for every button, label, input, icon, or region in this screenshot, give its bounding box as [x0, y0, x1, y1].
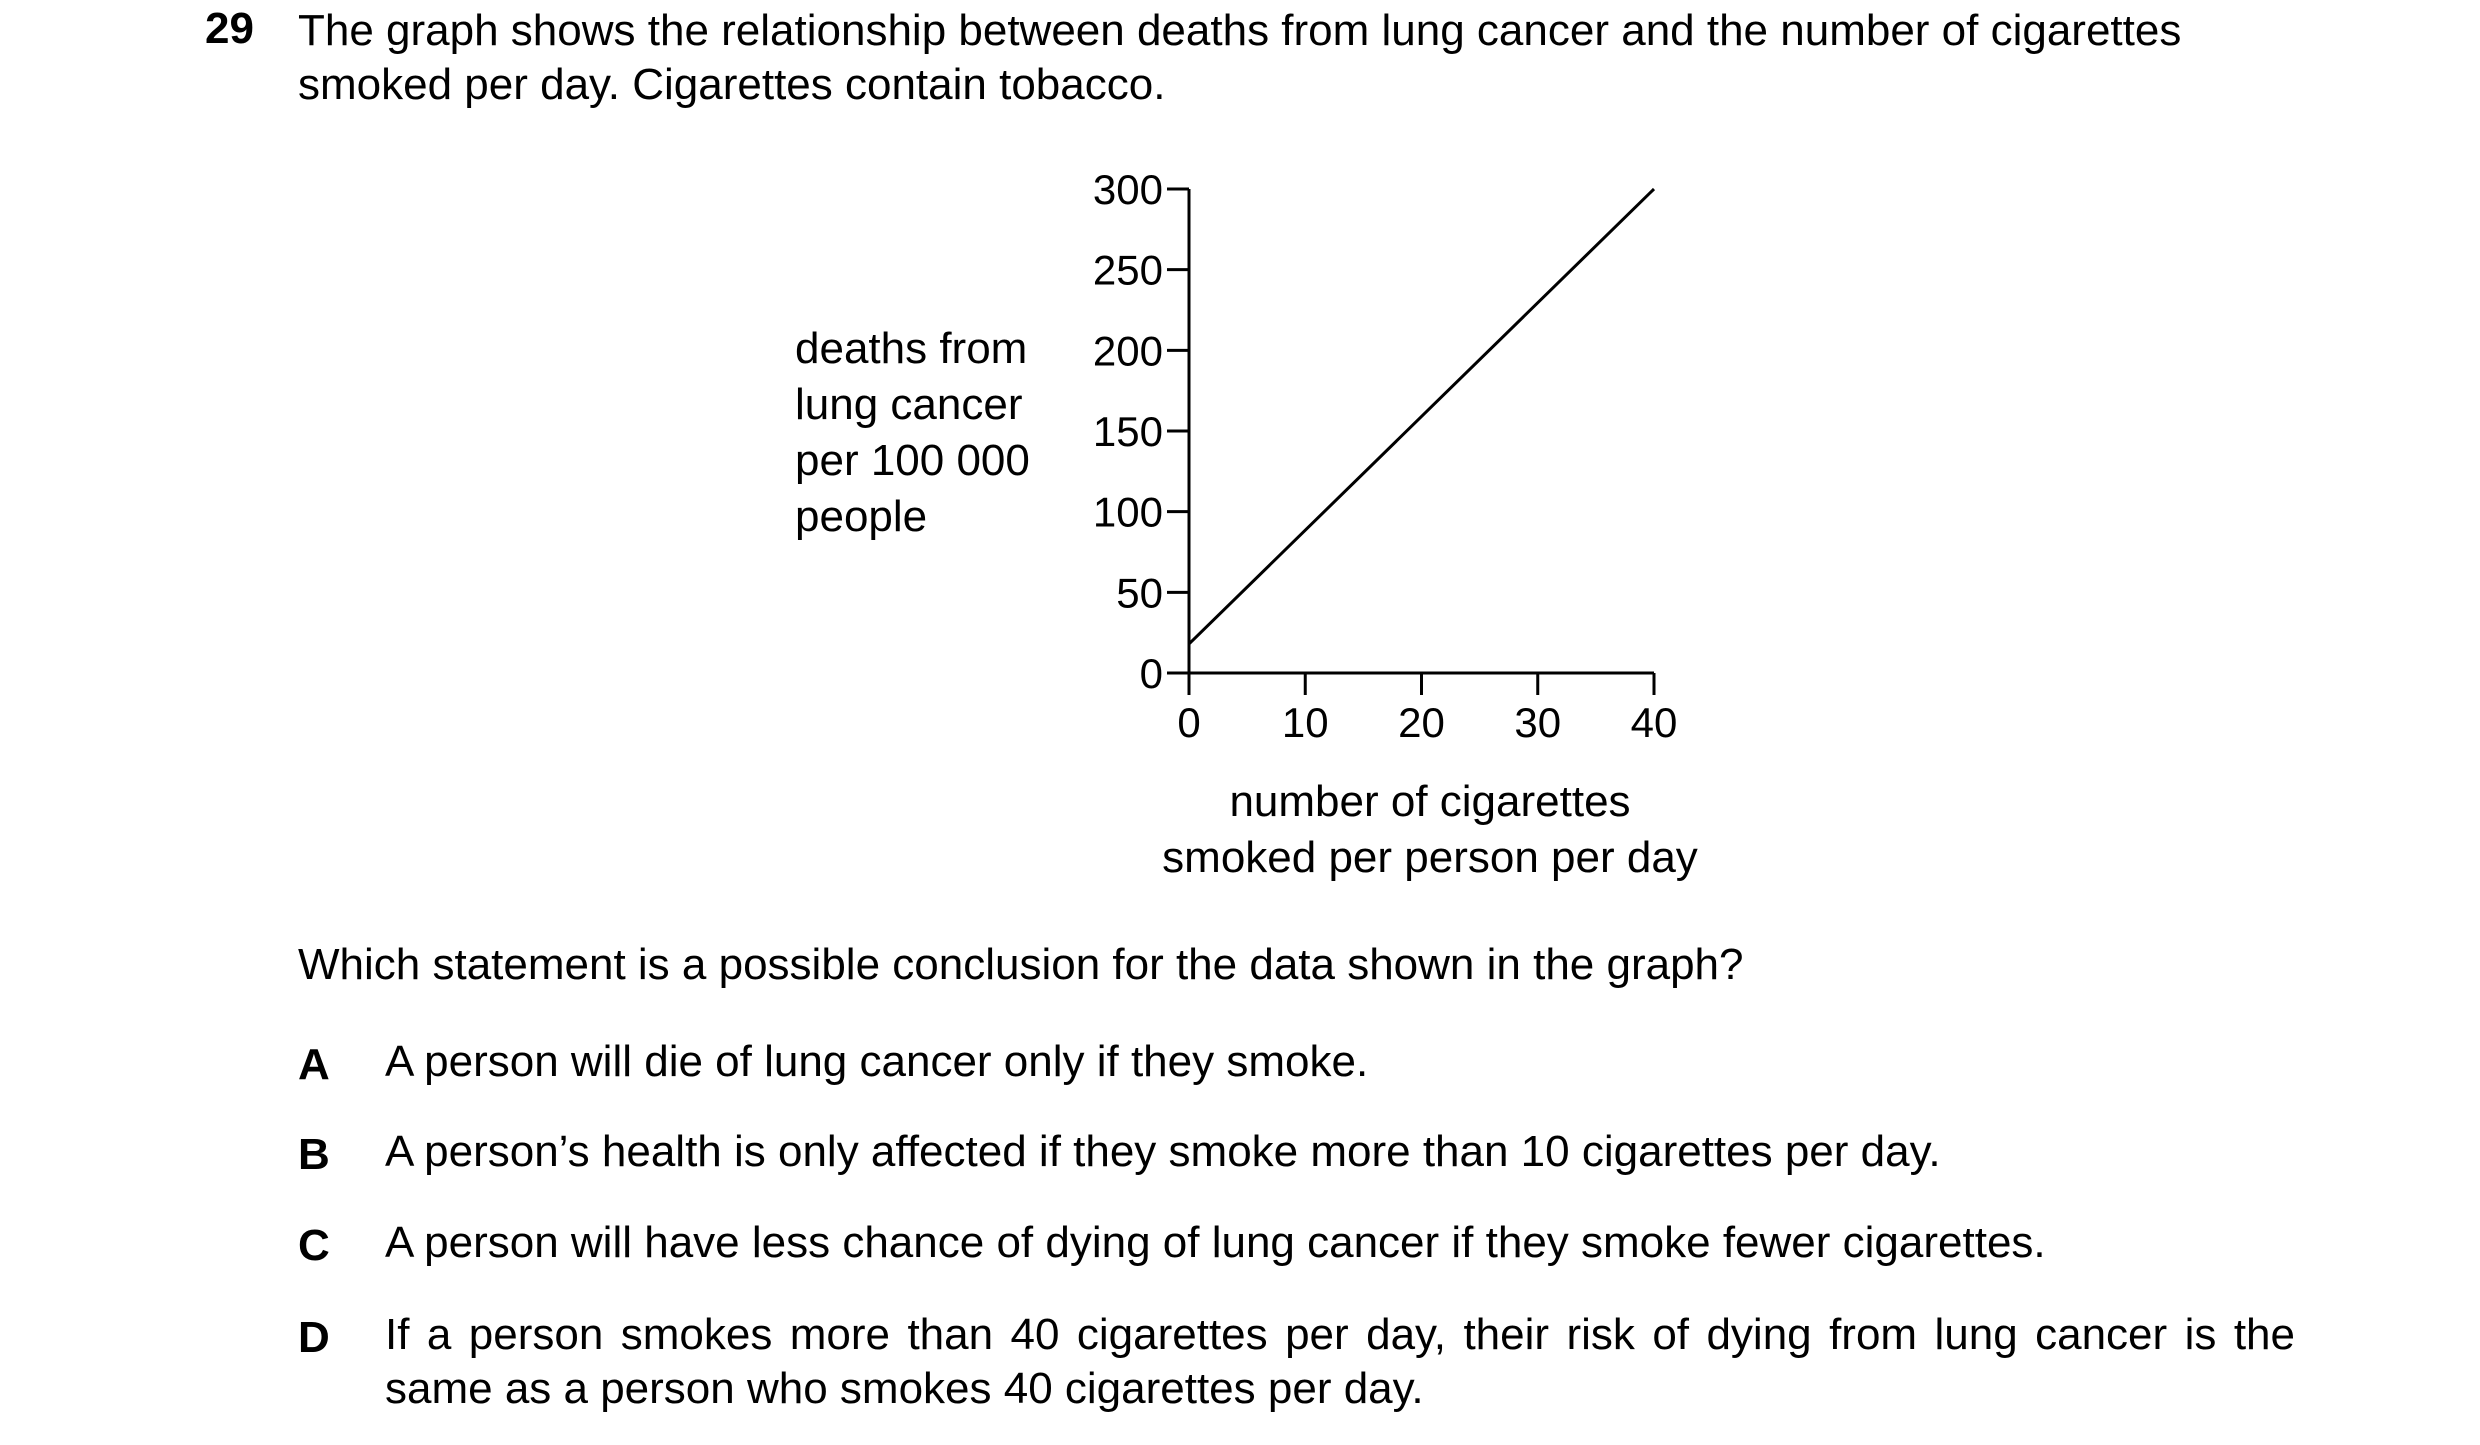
line-chart: 0 50 100 150 200 250 300 0 10 20 30 40 deaths from lu…	[795, 166, 1698, 882]
y-tick-label: 100	[1093, 489, 1163, 536]
y-axis-label-line: deaths from	[795, 324, 1027, 373]
y-tick-label: 300	[1093, 166, 1163, 213]
y-axis-label-line: per 100 000	[795, 436, 1030, 485]
question-intro: The graph shows the relationship between…	[298, 4, 2308, 112]
option-text-c[interactable]: A person will have less chance of dying …	[385, 1218, 2046, 1267]
question-number: 29	[205, 4, 254, 53]
x-tick-label: 30	[1514, 699, 1561, 746]
option-text-b[interactable]: A person’s health is only affected if th…	[385, 1127, 1941, 1176]
x-tick-label: 40	[1631, 699, 1678, 746]
intro-line-2: smoked per day. Cigarettes contain tobac…	[298, 60, 1166, 109]
y-tick-label: 150	[1093, 408, 1163, 455]
y-tick-label: 50	[1116, 569, 1163, 616]
y-tick-label: 0	[1140, 650, 1163, 697]
option-letter-d[interactable]: D	[298, 1313, 330, 1362]
y-axis-label-line: lung cancer	[795, 380, 1022, 429]
x-axis-label-line: number of cigarettes	[1229, 777, 1630, 826]
option-letter-a[interactable]: A	[298, 1040, 330, 1089]
option-text-a[interactable]: A person will die of lung cancer only if…	[385, 1037, 1369, 1086]
y-axis-label-line: people	[795, 492, 927, 541]
option-text-d[interactable]: If a person smokes more than 40 cigarett…	[385, 1310, 2295, 1413]
x-axis-label-line: smoked per person per day	[1162, 833, 1698, 882]
series-line	[1187, 187, 1656, 646]
question-prompt: Which statement is a possible conclusion…	[298, 940, 1744, 989]
y-tick-label: 200	[1093, 327, 1163, 374]
intro-line-1: The graph shows the relationship between…	[298, 6, 2182, 55]
y-tick-label: 250	[1093, 247, 1163, 294]
x-tick-label: 10	[1282, 699, 1329, 746]
option-letter-c[interactable]: C	[298, 1221, 330, 1270]
x-tick-label: 20	[1398, 699, 1445, 746]
x-tick-label: 0	[1177, 699, 1200, 746]
option-letter-b[interactable]: B	[298, 1130, 330, 1179]
